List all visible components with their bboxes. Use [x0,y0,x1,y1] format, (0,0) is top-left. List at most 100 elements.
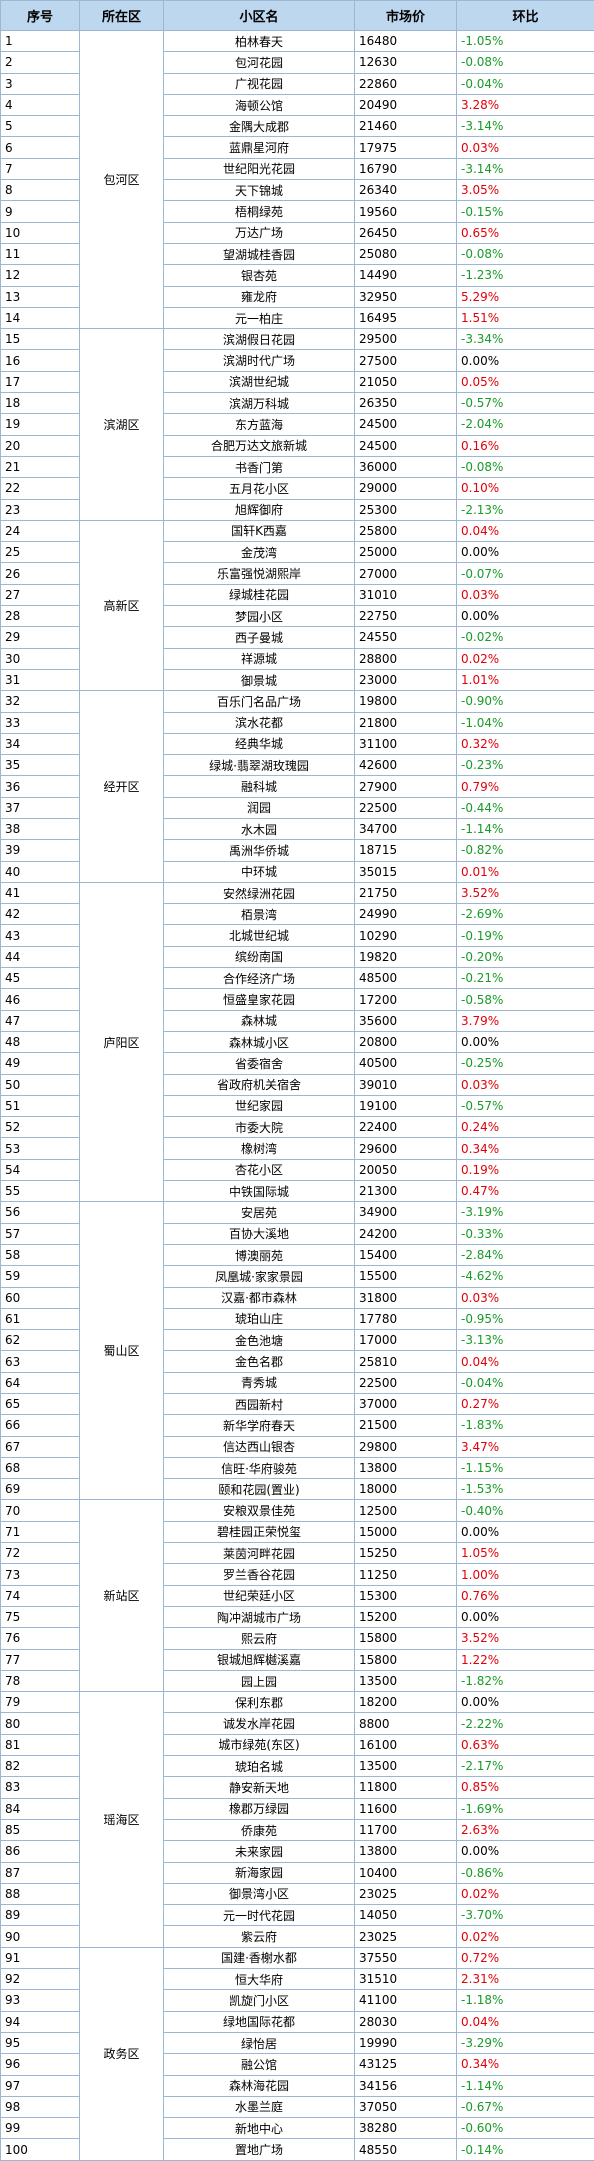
table-row: 7 世纪阳光花园 16790 -3.14% [0,157,594,181]
community-name: 橡郡万绿园 [163,1797,355,1820]
market-price: 16790 [354,157,457,181]
change: 0.03% [456,1073,594,1096]
community-name: 乐富强悦湖熙岸 [163,562,355,585]
table-row: 78 园上园 13500 -1.82% [0,1669,594,1693]
table-row: 65 西园新村 37000 0.27% [0,1392,594,1416]
change: -3.70% [456,1904,594,1927]
row-number: 25 [0,541,80,564]
market-price: 19800 [354,690,457,713]
change: 0.00% [456,605,594,628]
table-row: 39 禹洲华侨城 18715 -0.82% [0,839,594,862]
change: -1.04% [456,711,594,734]
row-number: 2 [0,51,80,74]
change: 0.01% [456,860,594,883]
market-price: 16495 [354,306,457,330]
table-row: 84 橡郡万绿园 11600 -1.69% [0,1797,594,1820]
market-price: 15300 [354,1584,457,1607]
market-price: 13800 [354,1456,457,1480]
community-name: 城市绿苑(东区) [163,1733,355,1757]
community-name: 汉嘉·都市森林 [163,1286,355,1309]
market-price: 15800 [354,1648,457,1671]
row-number: 28 [0,605,80,628]
change: -2.69% [456,903,594,926]
change: 0.00% [456,1840,594,1863]
change: -0.08% [456,455,594,479]
market-price: 25800 [354,519,457,543]
change: -0.95% [456,1307,594,1331]
district: 蜀山区 [79,1201,164,1501]
change: -0.02% [456,626,594,649]
community-name: 罗兰香谷花园 [163,1563,355,1586]
community-name: 北城世纪城 [163,924,355,947]
row-number: 80 [0,1712,80,1735]
market-price: 13500 [354,1669,457,1693]
table-row: 49 省委宿舍 40500 -0.25% [0,1052,594,1075]
community-name: 森林海花园 [163,2074,355,2097]
market-price: 40500 [354,1052,457,1075]
community-name: 中铁国际城 [163,1180,355,1203]
change: -0.25% [456,1052,594,1075]
community-name: 合肥万达文旅新城 [163,434,355,457]
change: -0.40% [456,1499,594,1522]
community-name: 雍龙府 [163,285,355,308]
market-price: 24200 [354,1222,457,1245]
header-row: 序号 所在区 小区名 市场价 环比 [0,0,594,31]
market-price: 42600 [354,754,457,777]
market-price: 38280 [354,2117,457,2140]
change: 1.01% [456,668,594,692]
community-name: 信达西山银杏 [163,1435,355,1458]
row-number: 66 [0,1414,80,1437]
table-row: 41 庐阳区 安然绿洲花园 21750 3.52% [0,881,594,1203]
change: -0.58% [456,988,594,1011]
community-name: 蓝鼎星河府 [163,136,355,159]
row-number: 81 [0,1733,80,1757]
district: 瑶海区 [79,1691,164,1948]
table-row: 11 望湖城桂香园 25080 -0.08% [0,242,594,266]
market-price: 17780 [354,1307,457,1331]
community-name: 御景城 [163,668,355,692]
table-row: 100 置地广场 48550 -0.14% [0,2138,594,2161]
row-number: 98 [0,2095,80,2119]
change: 5.29% [456,285,594,308]
community-name: 省政府机关宿舍 [163,1073,355,1096]
change: 0.04% [456,519,594,543]
change: -3.13% [456,1329,594,1352]
community-name: 国建·香榭水都 [163,1946,355,1970]
community-name: 绿城·翡翠湖玫瑰园 [163,754,355,777]
community-name: 世纪阳光花园 [163,157,355,181]
community-name: 静安新天地 [163,1776,355,1799]
row-number: 15 [0,328,80,351]
row-number: 5 [0,115,80,138]
community-name: 望湖城桂香园 [163,242,355,266]
row-number: 82 [0,1755,80,1778]
table-row: 92 恒大华府 31510 2.31% [0,1968,594,1991]
district: 经开区 [79,690,164,883]
row-number: 79 [0,1691,80,1714]
row-number: 77 [0,1648,80,1671]
row-number: 100 [0,2138,80,2161]
market-price: 39010 [354,1073,457,1096]
row-number: 37 [0,796,80,819]
market-price: 17200 [354,988,457,1011]
market-price: 21500 [354,1414,457,1437]
row-number: 1 [0,29,80,53]
table-row: 64 青秀城 22500 -0.04% [0,1371,594,1395]
market-price: 19990 [354,2031,457,2055]
header-cell: 序号 [0,0,80,31]
row-number: 41 [0,881,80,905]
market-price: 18200 [354,1691,457,1714]
table-row: 33 滨水花都 21800 -1.04% [0,711,594,734]
header-cell: 小区名 [163,0,355,31]
change: -0.44% [456,796,594,819]
table-row: 32 经开区 百乐门名品广场 19800 -0.90% [0,690,594,883]
row-number: 32 [0,690,80,713]
table-row: 48 森林城小区 20800 0.00% [0,1030,594,1054]
community-name: 琥珀名城 [163,1755,355,1778]
market-price: 22500 [354,796,457,819]
market-price: 21750 [354,881,457,905]
community-name: 合作经济广场 [163,967,355,990]
market-price: 15500 [354,1265,457,1288]
community-name: 安居苑 [163,1201,355,1224]
change: 0.02% [456,1882,594,1906]
